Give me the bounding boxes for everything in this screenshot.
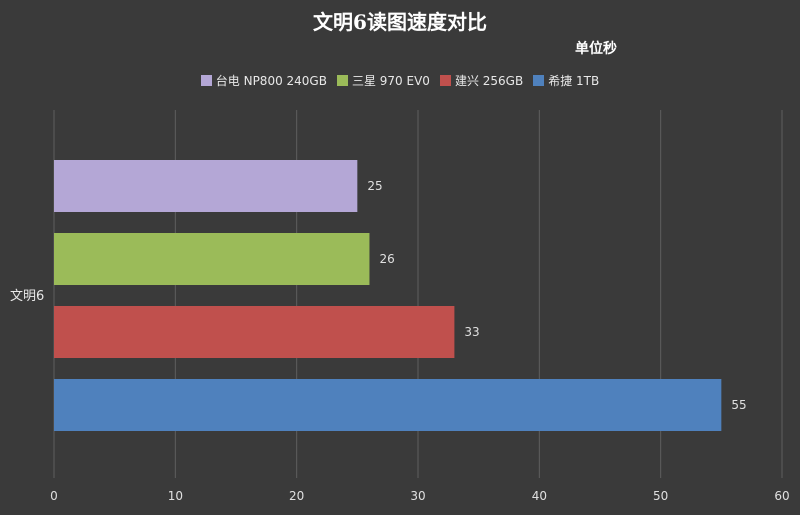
legend-swatch (533, 75, 545, 86)
x-tick-label: 40 (532, 489, 547, 503)
bar (54, 306, 455, 358)
bar (54, 160, 358, 212)
legend-label: 希捷 1TB (548, 74, 600, 88)
legend-swatch (200, 75, 212, 86)
chart-title: 文明6读图速度对比 (313, 10, 487, 34)
legend-swatch (336, 75, 348, 86)
bar (54, 379, 722, 431)
x-tick-label: 60 (774, 489, 789, 503)
data-label: 26 (379, 252, 394, 266)
data-label: 55 (731, 398, 746, 412)
legend-label: 台电 NP800 240GB (215, 74, 327, 88)
legend: 台电 NP800 240GB 三星 970 EV0 建兴 256GB 希捷 1T… (0, 72, 800, 89)
chart-subtitle: 单位秒 (575, 41, 617, 57)
x-tick-label: 30 (410, 489, 425, 503)
x-tick-label: 50 (653, 489, 668, 503)
legend-item-samsung: 三星 970 EV0 (336, 72, 430, 89)
data-label: 33 (464, 325, 479, 339)
legend-item-taidian: 台电 NP800 240GB (200, 72, 327, 89)
legend-item-jianxing: 建兴 256GB (439, 72, 524, 89)
x-tick-label: 20 (289, 489, 304, 503)
x-tick-label: 10 (168, 489, 183, 503)
category-label: 文明6 (10, 289, 44, 304)
x-tick-label: 0 (50, 489, 58, 503)
bar (54, 233, 370, 285)
legend-label: 三星 970 EV0 (351, 74, 430, 88)
legend-swatch (439, 75, 451, 86)
legend-item-seagate: 希捷 1TB (533, 72, 599, 89)
legend-label: 建兴 256GB (454, 74, 524, 88)
data-label: 25 (367, 179, 382, 193)
